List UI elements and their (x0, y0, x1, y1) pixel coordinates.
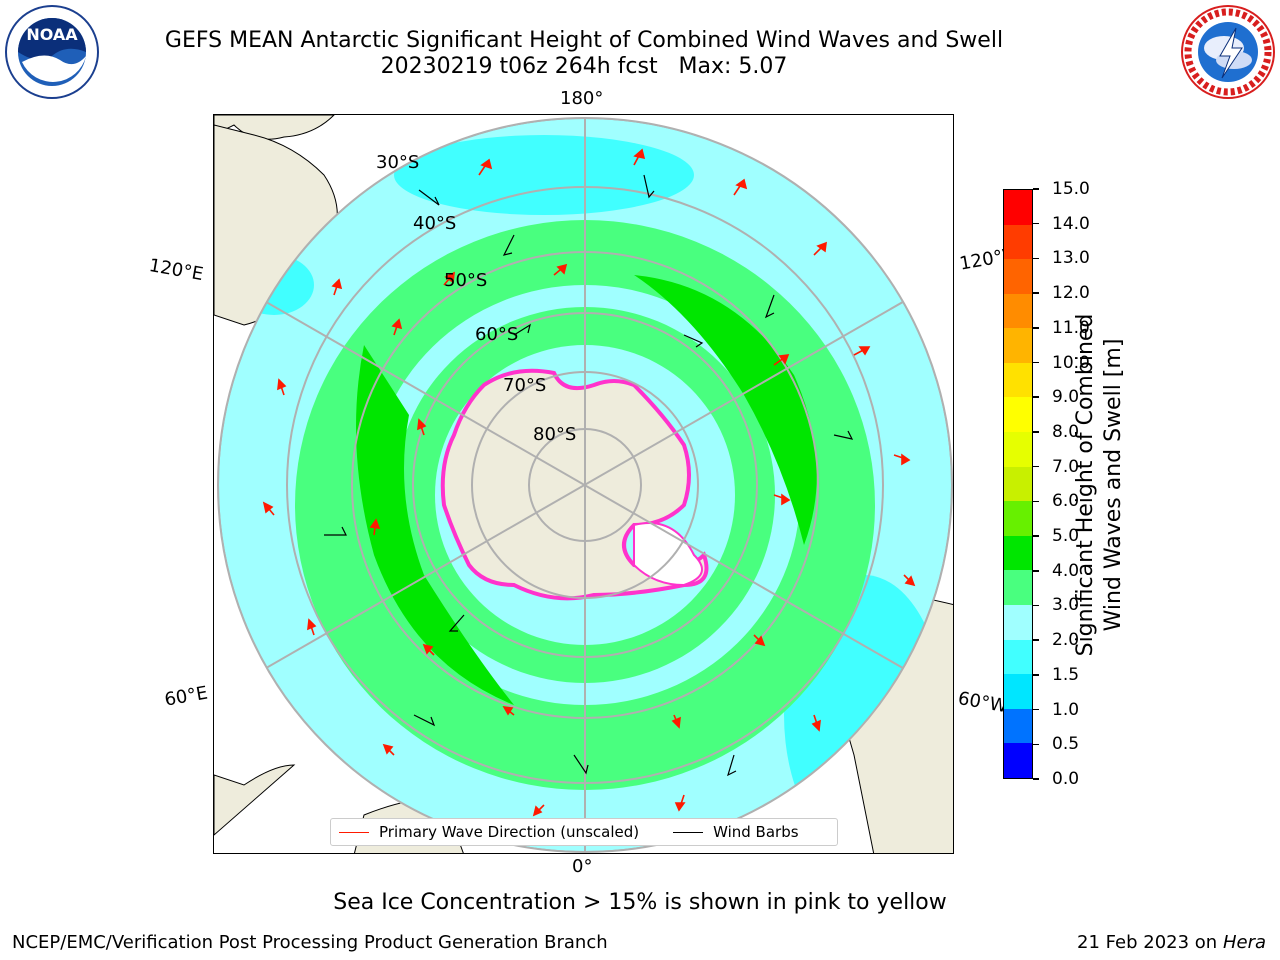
colorbar-tick-mark (1033, 465, 1039, 468)
wind-barb-swatch (673, 831, 704, 833)
colorbar-tick-label: 6.0 (1052, 491, 1080, 512)
colorbar-tick-label: 14.0 (1052, 213, 1090, 234)
lon-label-120e: 120°E (147, 255, 205, 286)
lat-label-30s: 30°S (376, 152, 420, 173)
colorbar-label-line2: Wind Waves and Swell [m] (1101, 338, 1126, 632)
colorbar-tick-label: 8.0 (1052, 421, 1080, 442)
colorbar-segment (1004, 674, 1032, 709)
legend-wind-barbs: Wind Barbs (713, 823, 799, 841)
noaa-logo: NOAA (4, 4, 100, 100)
colorbar-tick-mark (1033, 778, 1039, 780)
colorbar-tick-mark (1033, 361, 1039, 364)
lat-label-80s: 80°S (533, 424, 577, 445)
colorbar-tick-mark (1033, 674, 1039, 676)
colorbar-tick-mark (1033, 327, 1039, 329)
polar-map (213, 114, 954, 854)
colorbar-segment (1004, 189, 1032, 225)
colorbar-tick-label: 13.0 (1052, 248, 1090, 269)
colorbar-tick-label: 3.0 (1052, 595, 1080, 616)
wave-direction-swatch (339, 831, 369, 833)
chart-subtitle: 20230219 t06z 264h fcst Max: 5.07 (380, 54, 788, 79)
svg-text:NOAA: NOAA (26, 25, 78, 44)
colorbar-segment (1004, 362, 1032, 398)
colorbar-tick-label: 12.0 (1052, 283, 1090, 304)
colorbar-segment (1004, 224, 1032, 260)
footer-branch: NCEP/EMC/Verification Post Processing Pr… (12, 932, 608, 953)
lon-label-180: 180° (560, 88, 604, 109)
colorbar-segment (1004, 328, 1032, 363)
chart-title: GEFS MEAN Antarctic Significant Height o… (164, 28, 1004, 53)
colorbar (1003, 189, 1033, 779)
colorbar-segment (1004, 605, 1032, 640)
colorbar-segment (1004, 432, 1032, 467)
nws-logo (1180, 4, 1276, 100)
colorbar-tick-label: 5.0 (1052, 526, 1080, 547)
footer-date: 21 Feb 2023 on Hera (1077, 932, 1266, 953)
colorbar-segment (1004, 639, 1032, 675)
colorbar-tick-mark (1033, 222, 1039, 225)
sea-ice-note: Sea Ice Concentration > 15% is shown in … (333, 890, 947, 915)
colorbar-segment (1004, 535, 1032, 571)
legend-wave-direction: Primary Wave Direction (unscaled) (379, 823, 640, 841)
colorbar-tick-label: 1.5 (1052, 664, 1080, 685)
colorbar-tick-label: 0.5 (1052, 734, 1080, 755)
colorbar-tick-mark (1033, 639, 1039, 641)
colorbar-tick-label: 10.0 (1052, 352, 1090, 373)
colorbar-segment (1004, 466, 1032, 502)
lat-label-40s: 40°S (413, 213, 457, 234)
colorbar-tick-mark (1033, 188, 1039, 190)
colorbar-tick-label: 4.0 (1052, 560, 1080, 581)
colorbar-tick-label: 9.0 (1052, 387, 1080, 408)
colorbar-tick-label: 2.0 (1052, 630, 1080, 651)
colorbar-segment (1004, 501, 1032, 536)
lat-label-50s: 50°S (444, 270, 488, 291)
colorbar-tick-label: 7.0 (1052, 456, 1080, 477)
colorbar-tick-mark (1033, 570, 1039, 572)
lon-label-60e: 60°E (163, 682, 210, 711)
colorbar-segment (1004, 570, 1032, 606)
colorbar-tick-mark (1033, 257, 1039, 260)
colorbar-segment (1004, 743, 1032, 778)
lon-label-0: 0° (572, 856, 593, 877)
lat-label-70s: 70°S (503, 375, 547, 396)
lat-label-60s: 60°S (475, 324, 519, 345)
colorbar-segment (1004, 708, 1032, 744)
colorbar-tick-label: 15.0 (1052, 179, 1090, 199)
colorbar-segment (1004, 259, 1032, 294)
colorbar-tick-mark (1033, 743, 1039, 746)
lon-label-60w: 60°W (956, 688, 1009, 718)
colorbar-tick-label: 11.0 (1052, 317, 1090, 338)
footer-date-text: 21 Feb 2023 on (1077, 932, 1218, 953)
colorbar-label-line1: Significant Height of Combined (1073, 313, 1098, 657)
colorbar-segment (1004, 293, 1032, 329)
colorbar-tick-mark (1033, 292, 1039, 294)
colorbar-tick-label: 1.0 (1052, 699, 1080, 720)
colorbar-tick-mark (1033, 500, 1039, 503)
colorbar-tick-label: 0.0 (1052, 769, 1080, 789)
colorbar-segment (1004, 397, 1032, 433)
footer-machine: Hera (1222, 932, 1266, 953)
colorbar-tick-mark (1033, 396, 1039, 398)
map-legend: Primary Wave Direction (unscaled) Wind B… (330, 818, 838, 846)
colorbar-tick-mark (1033, 708, 1039, 711)
colorbar-tick-mark (1033, 431, 1039, 433)
colorbar-tick-mark (1033, 604, 1039, 607)
colorbar-tick-mark (1033, 535, 1039, 537)
